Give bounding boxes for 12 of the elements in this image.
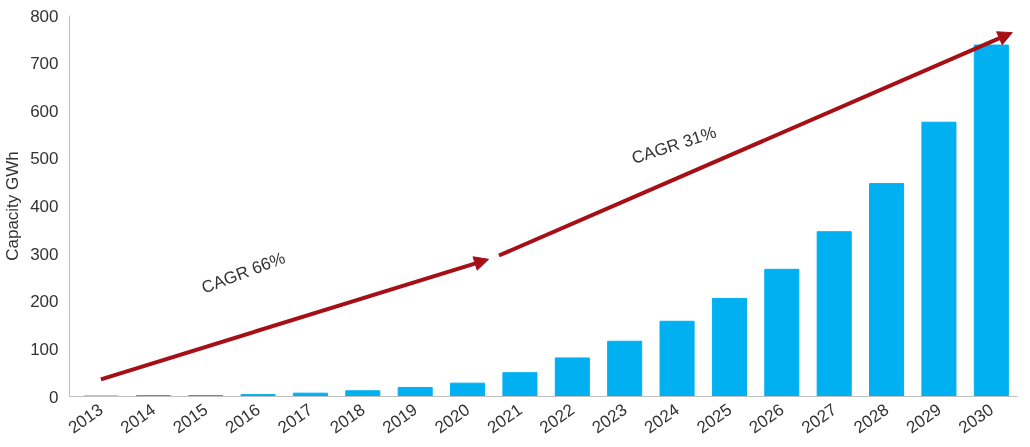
y-tick-label: 800 xyxy=(30,6,59,26)
y-tick-label: 200 xyxy=(30,292,59,312)
y-axis-title: Capacity GWh xyxy=(3,151,23,261)
annotation: CAGR 31% xyxy=(629,122,719,168)
y-tick-label: 300 xyxy=(30,244,59,264)
y-tick-label: 400 xyxy=(30,197,59,216)
y-tick-label: 0 xyxy=(49,387,59,407)
y-tick-label: 700 xyxy=(30,54,59,74)
annotation: CAGR 66% xyxy=(198,248,288,298)
y-tick-label: 600 xyxy=(30,101,59,121)
y-tick-label: 500 xyxy=(30,149,59,169)
y-tick-label: 100 xyxy=(30,339,59,359)
